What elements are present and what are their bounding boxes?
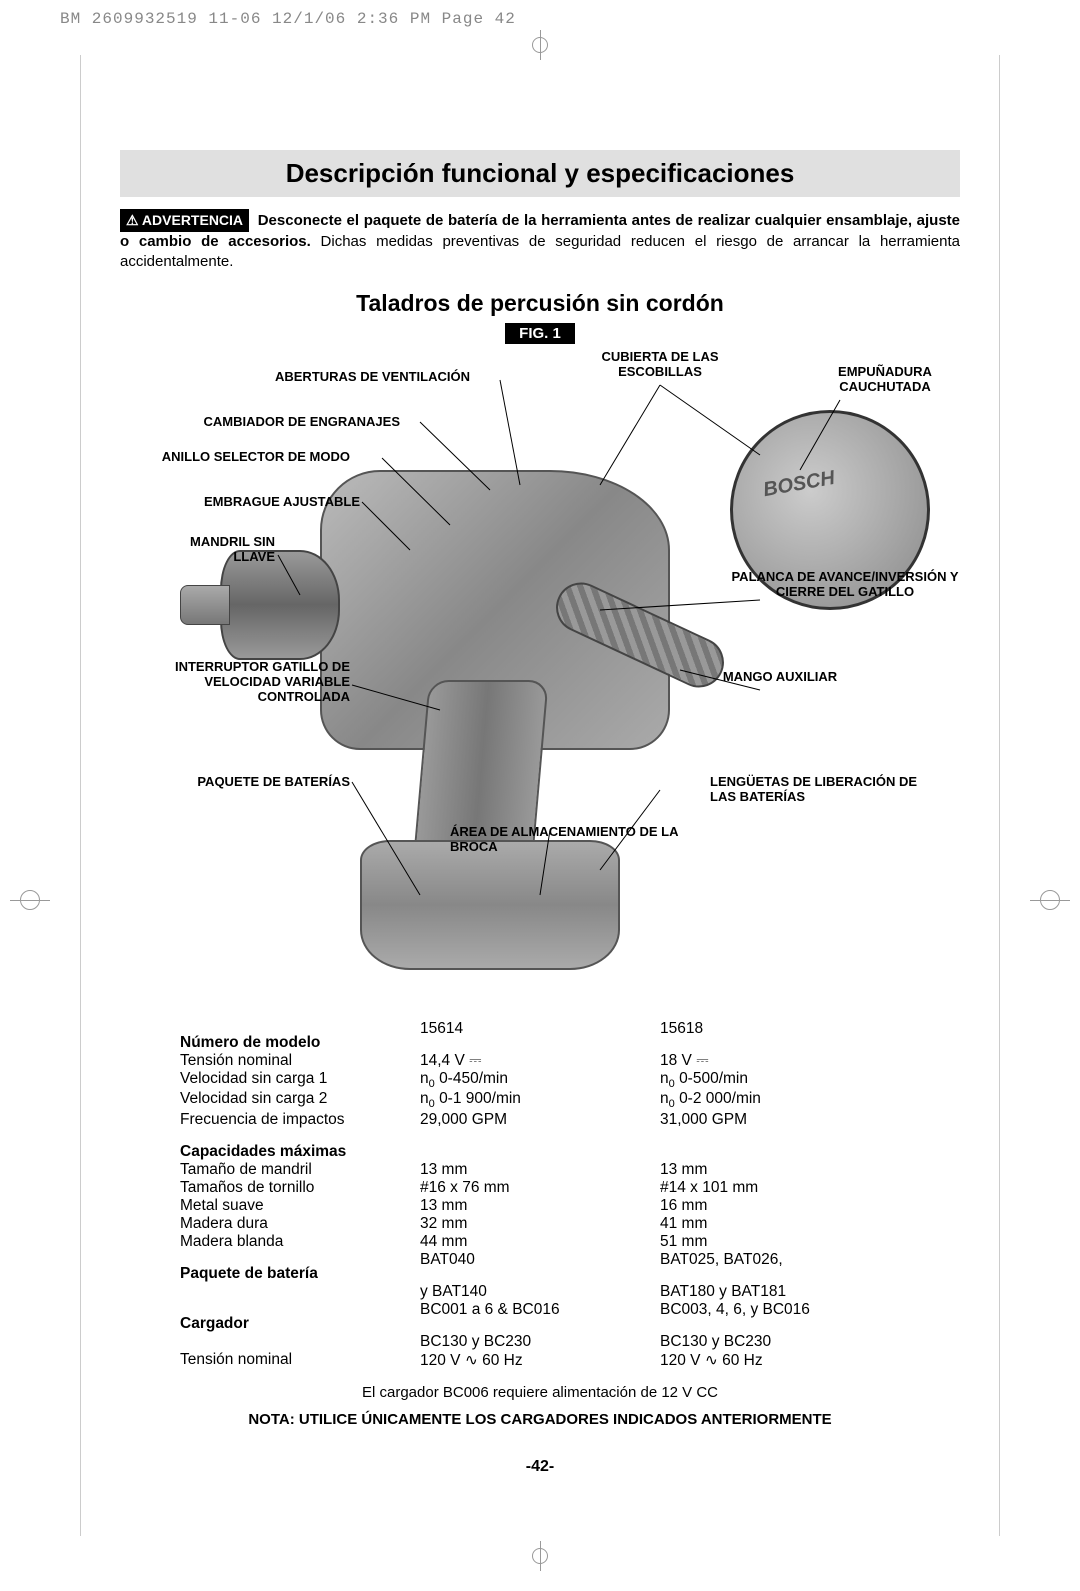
- spec-value: 18 V: [660, 1052, 900, 1070]
- spec-value: y BAT140: [420, 1283, 660, 1301]
- spec-value: n0 0-500/min: [660, 1070, 900, 1090]
- spec-value: BAT040: [420, 1251, 660, 1283]
- spec-value: BC130 y BC230: [420, 1333, 660, 1351]
- spec-value: 32 mm: [420, 1215, 660, 1233]
- spec-value: BC001 a 6 & BC016: [420, 1301, 660, 1333]
- spec-value: #14 x 101 mm: [660, 1179, 900, 1197]
- spec-value: 44 mm: [420, 1233, 660, 1251]
- print-header: BM 2609932519 11-06 12/1/06 2:36 PM Page…: [60, 10, 516, 28]
- spec-value: 15618: [660, 1020, 900, 1052]
- trim-line: [80, 55, 81, 1536]
- spec-label: Número de modelo: [180, 1034, 420, 1052]
- page-title: Descripción funcional y especificaciones: [120, 158, 960, 189]
- spec-label: Tamaño de mandril: [180, 1161, 420, 1179]
- subtitle: Taladros de percusión sin cordón: [120, 290, 960, 317]
- page-number: -42-: [120, 1458, 960, 1476]
- spec-value: 31,000 GPM: [660, 1111, 900, 1129]
- figure-label: FIG. 1: [505, 323, 575, 344]
- spec-label: Velocidad sin carga 2: [180, 1090, 420, 1110]
- spec-label: Velocidad sin carga 1: [180, 1070, 420, 1090]
- crop-mark: [525, 30, 555, 60]
- spec-label: Madera dura: [180, 1215, 420, 1233]
- spec-value: 15614: [420, 1020, 660, 1052]
- spec-value: n0 0-1 900/min: [420, 1090, 660, 1110]
- spec-value: 13 mm: [420, 1161, 660, 1179]
- spec-value: BC003, 4, 6, y BC016: [660, 1301, 900, 1333]
- spec-value: BC130 y BC230: [660, 1333, 900, 1351]
- spec-value: 14,4 V: [420, 1052, 660, 1070]
- spec-value: 13 mm: [420, 1197, 660, 1215]
- spec-label: Madera blanda: [180, 1233, 420, 1251]
- spec-value: 13 mm: [660, 1161, 900, 1179]
- spec-value: BAT180 y BAT181: [660, 1283, 900, 1301]
- crop-mark: [525, 1541, 555, 1571]
- spec-value: n0 0-2 000/min: [660, 1090, 900, 1110]
- trim-line: [999, 55, 1000, 1536]
- spec-section: Paquete de batería: [180, 1265, 420, 1283]
- spec-label: Tamaños de tornillo: [180, 1179, 420, 1197]
- spec-label: Metal suave: [180, 1197, 420, 1215]
- drill-diagram: ABERTURAS DE VENTILACIÓN CUBIERTA DE LAS…: [120, 350, 960, 1000]
- spec-value: 120 V60 Hz: [660, 1351, 900, 1370]
- charger-footnote: El cargador BC006 requiere alimentación …: [120, 1384, 960, 1401]
- spec-value: 16 mm: [660, 1197, 900, 1215]
- title-bar: Descripción funcional y especificaciones: [120, 150, 960, 197]
- spec-value: 51 mm: [660, 1233, 900, 1251]
- spec-table: Número de modelo1561415618 Tensión nomin…: [180, 1020, 900, 1369]
- spec-value: 41 mm: [660, 1215, 900, 1233]
- spec-value: BAT025, BAT026,: [660, 1251, 900, 1283]
- spec-value: #16 x 76 mm: [420, 1179, 660, 1197]
- crop-mark: [1030, 880, 1070, 920]
- warning-paragraph: ADVERTENCIA Desconecte el paquete de bat…: [120, 209, 960, 272]
- charger-note: NOTA: UTILICE ÚNICAMENTE LOS CARGADORES …: [120, 1411, 960, 1428]
- spec-value: 120 V60 Hz: [420, 1351, 660, 1370]
- manual-page: BM 2609932519 11-06 12/1/06 2:36 PM Page…: [0, 0, 1080, 1591]
- spec-label: Tensión nominal: [180, 1351, 420, 1370]
- spec-section: Cargador: [180, 1315, 420, 1333]
- spec-label: Tensión nominal: [180, 1052, 420, 1070]
- crop-mark: [10, 880, 50, 920]
- page-content: Descripción funcional y especificaciones…: [120, 0, 960, 1476]
- leader-lines: [120, 350, 960, 1000]
- spec-label: Frecuencia de impactos: [180, 1111, 420, 1129]
- spec-value: 29,000 GPM: [420, 1111, 660, 1129]
- warning-badge: ADVERTENCIA: [120, 209, 249, 232]
- spec-value: n0 0-450/min: [420, 1070, 660, 1090]
- spec-section: Capacidades máximas: [180, 1143, 420, 1161]
